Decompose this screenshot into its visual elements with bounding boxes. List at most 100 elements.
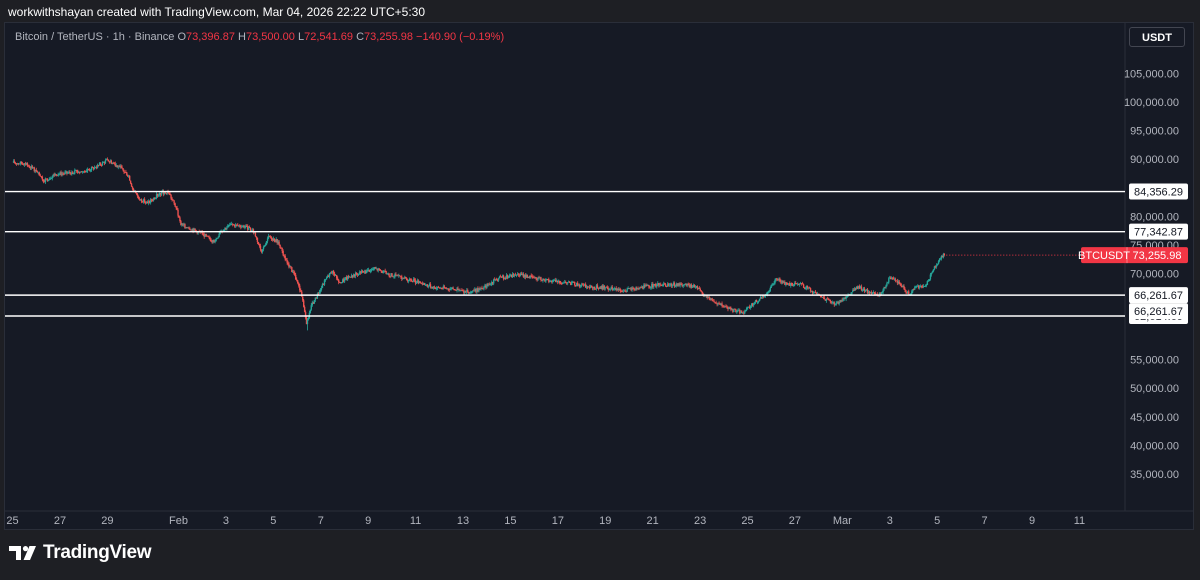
price-tick-label: 105,000.00 [1124, 68, 1179, 80]
time-tick-label: 9 [365, 515, 371, 527]
candle-body [277, 241, 279, 243]
candle-body [302, 296, 304, 301]
candle-body [271, 239, 274, 240]
candle-body [518, 274, 521, 276]
candle-body [159, 193, 162, 195]
candle-body [892, 278, 895, 280]
tradingview-wordmark: TradingView [43, 542, 152, 563]
candle-body [83, 171, 86, 173]
candle-body [113, 163, 116, 165]
candle-body [881, 292, 883, 294]
candle-body [906, 291, 908, 293]
candle-body [262, 246, 265, 250]
candle-body [357, 273, 360, 276]
candle-body [487, 284, 489, 286]
price-tick-label: 50,000.00 [1130, 383, 1179, 395]
candle-body [335, 275, 338, 279]
candle-body [716, 303, 718, 305]
candle-body [788, 283, 790, 285]
candle-body [292, 271, 294, 273]
candle-body [638, 288, 640, 290]
price-tick-label: 100,000.00 [1124, 97, 1179, 109]
candle-body [385, 271, 387, 274]
candle-body [411, 281, 414, 282]
candle-body [648, 285, 650, 287]
candle-body [511, 274, 514, 278]
candle-body [392, 276, 394, 278]
candle-body [403, 277, 405, 279]
candle-body [615, 288, 617, 291]
candle-body [434, 287, 437, 290]
candle-body [349, 276, 352, 278]
candle-body [898, 281, 900, 284]
candle-body [769, 288, 771, 291]
candle-body [899, 283, 901, 285]
candle-body [156, 193, 159, 196]
candle-body [610, 287, 612, 289]
chart-canvas[interactable]: 105,000.00 100,000.00 95,000.00 90,000.00 80… [5, 23, 1193, 529]
candle-body [651, 283, 653, 288]
candle-body [800, 283, 803, 284]
candle-body [119, 165, 121, 167]
candle-body [51, 176, 53, 179]
candle-body [350, 275, 353, 278]
candle-body [675, 283, 677, 286]
candle-body [666, 284, 669, 287]
candle-body [510, 274, 513, 278]
candle-body [594, 288, 597, 290]
candle-body [66, 171, 68, 174]
tradingview-logo[interactable]: TradingView [9, 542, 152, 564]
candle-body [755, 300, 758, 303]
candle-body [154, 198, 157, 200]
candle-body [756, 301, 759, 303]
candle-body [263, 245, 266, 247]
candle-body [354, 272, 357, 277]
candle-body [233, 224, 235, 226]
candle-body [864, 289, 867, 292]
candle-body [809, 288, 812, 292]
candle-body [402, 277, 404, 279]
candle-body [897, 281, 900, 284]
candle-body [656, 285, 658, 287]
candle-body [826, 298, 829, 300]
symbol-title[interactable]: Bitcoin / TetherUS · 1h · Binance [15, 31, 175, 43]
candle-body [866, 289, 869, 293]
candle-body [265, 241, 268, 245]
candle-body [364, 271, 367, 274]
candle-body [606, 286, 608, 289]
candle-body [879, 293, 881, 296]
candle-body [46, 178, 49, 181]
candle-body [70, 172, 72, 175]
candle-body [389, 275, 391, 277]
candle-body [641, 286, 643, 288]
candle-body [741, 311, 743, 314]
candle-body [882, 289, 884, 293]
candle-body [619, 288, 621, 292]
candle-body [110, 160, 113, 164]
candle-body [370, 269, 373, 272]
candle-body [435, 288, 438, 290]
candle-body [284, 255, 286, 260]
candle-body [626, 288, 628, 292]
candle-body [109, 160, 112, 162]
candle-body [293, 271, 295, 273]
currency-button[interactable]: USDT [1129, 27, 1185, 47]
candle-body [640, 287, 642, 289]
candle-body [128, 175, 131, 181]
candle-body [307, 318, 310, 320]
candle-body [475, 288, 477, 292]
candle-body [930, 272, 933, 275]
chart-pane[interactable]: 105,000.00 100,000.00 95,000.00 90,000.00 80… [4, 22, 1194, 530]
candle-body [128, 175, 130, 177]
candle-body [330, 272, 333, 274]
candle-body [515, 275, 518, 276]
candle-body [852, 290, 854, 293]
candle-body [839, 301, 841, 303]
candle-body [73, 173, 75, 175]
candle-body [101, 162, 104, 166]
candle-body [332, 270, 335, 274]
candle-body [322, 284, 325, 286]
candle-body [430, 287, 433, 288]
candle-body [761, 295, 764, 298]
candle-body [33, 167, 35, 172]
